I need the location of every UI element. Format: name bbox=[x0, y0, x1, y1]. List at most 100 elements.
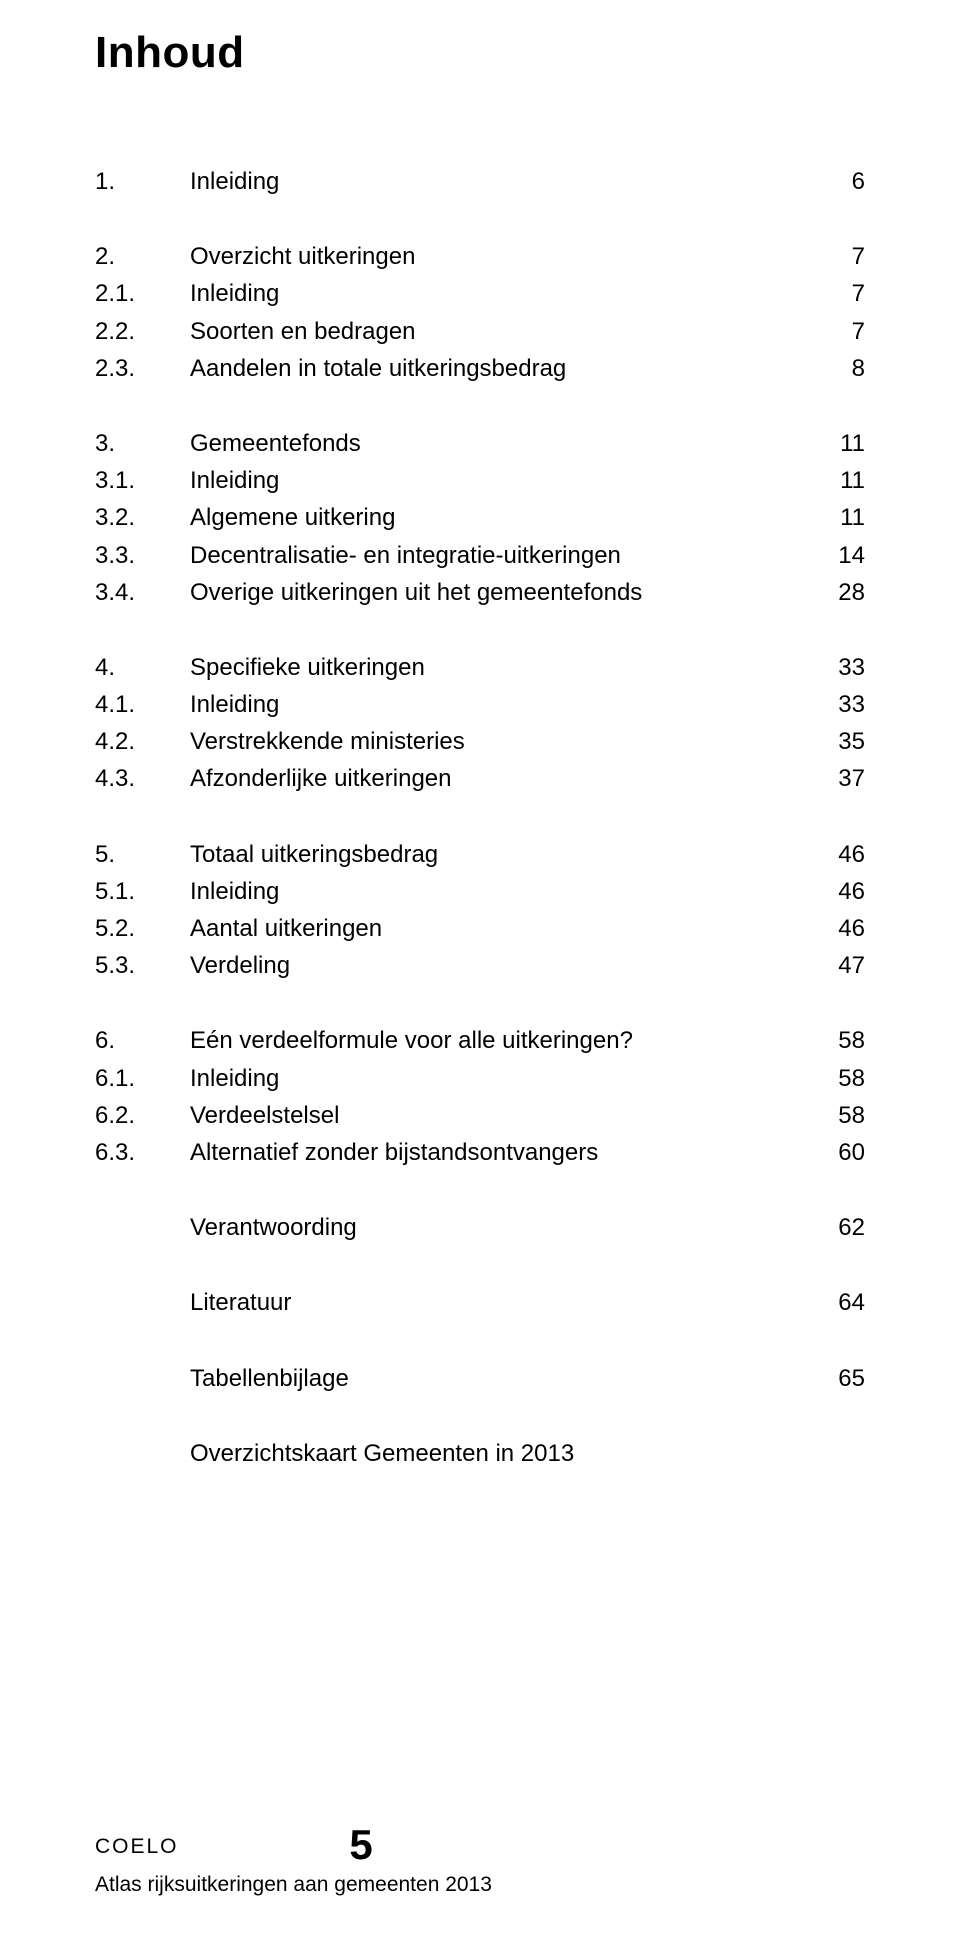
toc-entry-page: 6 bbox=[805, 163, 865, 200]
toc-entry-number: 2.1. bbox=[95, 275, 190, 312]
toc-entry-number: 6. bbox=[95, 1022, 190, 1059]
toc-entry-number: 4.3. bbox=[95, 760, 190, 797]
toc-entry-label: Algemene uitkering bbox=[190, 499, 805, 536]
toc-row: 6.1.Inleiding58 bbox=[95, 1060, 865, 1097]
toc-entry-number: 6.1. bbox=[95, 1060, 190, 1097]
toc-entry-label: Overzichtskaart Gemeenten in 2013 bbox=[190, 1435, 805, 1472]
toc-entry-label: Overzicht uitkeringen bbox=[190, 238, 805, 275]
toc-entry-page: 58 bbox=[805, 1060, 865, 1097]
toc-entry-label: Overige uitkeringen uit het gemeentefond… bbox=[190, 574, 805, 611]
toc-entry-number: 3.3. bbox=[95, 537, 190, 574]
toc-row: 5.1.Inleiding46 bbox=[95, 873, 865, 910]
toc-entry-number: 4. bbox=[95, 649, 190, 686]
toc-entry-number: 5.3. bbox=[95, 947, 190, 984]
toc-group: Literatuur64 bbox=[95, 1284, 865, 1321]
toc-entry-number: 6.3. bbox=[95, 1134, 190, 1171]
footer-page-number: 5 bbox=[349, 1819, 372, 1872]
toc-entry-page: 14 bbox=[805, 537, 865, 574]
toc-group: Tabellenbijlage65 bbox=[95, 1360, 865, 1397]
toc-entry-number: 4.1. bbox=[95, 686, 190, 723]
toc-row: 2.1.Inleiding7 bbox=[95, 275, 865, 312]
toc-entry-label: Gemeentefonds bbox=[190, 425, 805, 462]
toc-entry-number: 2.3. bbox=[95, 350, 190, 387]
toc-row: 6.3.Alternatief zonder bijstandsontvange… bbox=[95, 1134, 865, 1171]
toc-entry-label: Literatuur bbox=[190, 1284, 805, 1321]
toc-entry-page: 33 bbox=[805, 686, 865, 723]
toc-row: 6.2.Verdeelstelsel58 bbox=[95, 1097, 865, 1134]
toc-entry-number: 3.2. bbox=[95, 499, 190, 536]
toc-entry-page: 58 bbox=[805, 1022, 865, 1059]
toc-row: 3.Gemeentefonds11 bbox=[95, 425, 865, 462]
toc-row: 4.Specifieke uitkeringen33 bbox=[95, 649, 865, 686]
toc-entry-page: 7 bbox=[805, 313, 865, 350]
toc-group: Verantwoording62 bbox=[95, 1209, 865, 1246]
footer-org: COELO bbox=[95, 1835, 179, 1858]
toc-row: 5.3.Verdeling47 bbox=[95, 947, 865, 984]
toc-entry-label: Inleiding bbox=[190, 163, 805, 200]
toc-entry-page: 62 bbox=[805, 1209, 865, 1246]
toc-entry-page: 46 bbox=[805, 836, 865, 873]
toc-entry-page: 8 bbox=[805, 350, 865, 387]
toc-row: Verantwoording62 bbox=[95, 1209, 865, 1246]
toc-group: 3.Gemeentefonds113.1.Inleiding113.2.Alge… bbox=[95, 425, 865, 611]
toc-entry-page: 37 bbox=[805, 760, 865, 797]
toc-entry-page: 33 bbox=[805, 649, 865, 686]
toc-entry-page: 60 bbox=[805, 1134, 865, 1171]
toc-row: Overzichtskaart Gemeenten in 2013 bbox=[95, 1435, 865, 1472]
toc-entry-number: 3.1. bbox=[95, 462, 190, 499]
toc-entry-number: 1. bbox=[95, 163, 190, 200]
toc-row: Literatuur64 bbox=[95, 1284, 865, 1321]
toc-entry-label: Verstrekkende ministeries bbox=[190, 723, 805, 760]
toc-entry-label: Soorten en bedragen bbox=[190, 313, 805, 350]
toc-entry-label: Verdeelstelsel bbox=[190, 1097, 805, 1134]
toc-entry-number: 2.2. bbox=[95, 313, 190, 350]
toc-entry-number: 3. bbox=[95, 425, 190, 462]
toc-entry-page: 58 bbox=[805, 1097, 865, 1134]
toc-row: 2.2.Soorten en bedragen7 bbox=[95, 313, 865, 350]
toc-row: 3.1.Inleiding11 bbox=[95, 462, 865, 499]
toc-group: 4.Specifieke uitkeringen334.1.Inleiding3… bbox=[95, 649, 865, 798]
toc-entry-page: 11 bbox=[805, 462, 865, 499]
toc-entry-label: Inleiding bbox=[190, 275, 805, 312]
toc-group: 5.Totaal uitkeringsbedrag465.1.Inleiding… bbox=[95, 836, 865, 985]
toc-row: 5.2.Aantal uitkeringen46 bbox=[95, 910, 865, 947]
toc-entry-label: Inleiding bbox=[190, 462, 805, 499]
toc-row: 3.3.Decentralisatie- en integratie-uitke… bbox=[95, 537, 865, 574]
toc-entry-number: 4.2. bbox=[95, 723, 190, 760]
toc-row: 3.4.Overige uitkeringen uit het gemeente… bbox=[95, 574, 865, 611]
toc-entry-label: Aandelen in totale uitkeringsbedrag bbox=[190, 350, 805, 387]
toc-entry-label: Inleiding bbox=[190, 1060, 805, 1097]
toc-group: 6.Eén verdeelformule voor alle uitkering… bbox=[95, 1022, 865, 1171]
toc-row: Tabellenbijlage65 bbox=[95, 1360, 865, 1397]
toc-entry-page: 11 bbox=[805, 425, 865, 462]
toc-row: 2.3.Aandelen in totale uitkeringsbedrag8 bbox=[95, 350, 865, 387]
page-title: Inhoud bbox=[95, 0, 865, 78]
toc-entry-label: Specifieke uitkeringen bbox=[190, 649, 805, 686]
toc-entry-page: 46 bbox=[805, 910, 865, 947]
toc-entry-number: 5.1. bbox=[95, 873, 190, 910]
toc-entry-page: 28 bbox=[805, 574, 865, 611]
toc-entry-label: Tabellenbijlage bbox=[190, 1360, 805, 1397]
toc-entry-label: Totaal uitkeringsbedrag bbox=[190, 836, 805, 873]
footer-line1: COELO 5 bbox=[95, 1819, 492, 1872]
toc-entry-label: Aantal uitkeringen bbox=[190, 910, 805, 947]
toc-row: 5.Totaal uitkeringsbedrag46 bbox=[95, 836, 865, 873]
toc-entry-number: 2. bbox=[95, 238, 190, 275]
toc-entry-page: 35 bbox=[805, 723, 865, 760]
toc-entry-page: 7 bbox=[805, 275, 865, 312]
toc-entry-label: Eén verdeelformule voor alle uitkeringen… bbox=[190, 1022, 805, 1059]
toc-entry-label: Inleiding bbox=[190, 873, 805, 910]
toc-entry-page: 64 bbox=[805, 1284, 865, 1321]
toc-row: 6.Eén verdeelformule voor alle uitkering… bbox=[95, 1022, 865, 1059]
toc-group: 2.Overzicht uitkeringen72.1.Inleiding72.… bbox=[95, 238, 865, 387]
toc-entry-page: 65 bbox=[805, 1360, 865, 1397]
toc-group: Overzichtskaart Gemeenten in 2013 bbox=[95, 1435, 865, 1472]
toc-entry-label: Verantwoording bbox=[190, 1209, 805, 1246]
toc-row: 4.3.Afzonderlijke uitkeringen37 bbox=[95, 760, 865, 797]
toc-entry-label: Decentralisatie- en integratie-uitkering… bbox=[190, 537, 805, 574]
toc-entry-page: 47 bbox=[805, 947, 865, 984]
toc-entry-number: 6.2. bbox=[95, 1097, 190, 1134]
table-of-contents: 1.Inleiding62.Overzicht uitkeringen72.1.… bbox=[95, 163, 865, 1472]
toc-entry-number: 3.4. bbox=[95, 574, 190, 611]
toc-entry-label: Verdeling bbox=[190, 947, 805, 984]
